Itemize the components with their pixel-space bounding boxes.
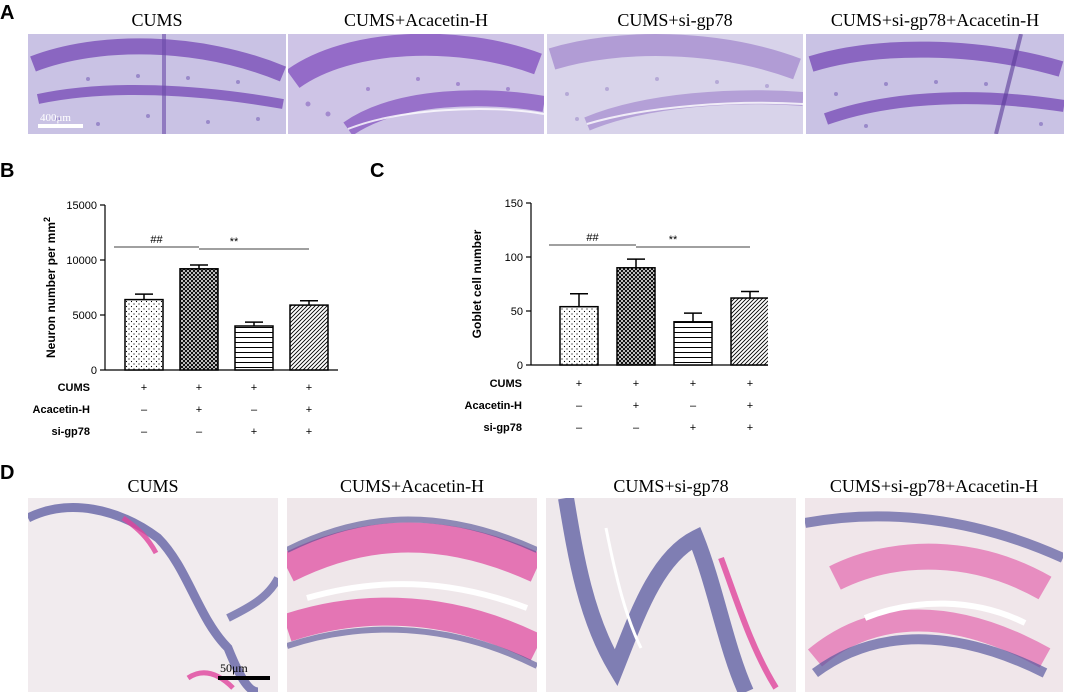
y-axis-label: Neuron number per mm2 <box>42 217 58 358</box>
condition-row-label: si-gp78 <box>51 426 90 438</box>
bar <box>234 325 274 371</box>
condition-mark: + <box>196 382 202 394</box>
condition-mark: + <box>141 382 147 394</box>
panel-d-micrograph-sigp78 <box>546 498 796 692</box>
panel-a-title-cums: CUMS <box>131 10 183 30</box>
condition-mark: – <box>141 404 148 416</box>
bar <box>559 305 599 366</box>
chart-b: 0 5000 10000 15000 Neuron number per mm2 ## **… <box>20 185 360 445</box>
bar <box>730 297 770 366</box>
panel-a-micrograph-sigp78 <box>547 34 803 134</box>
significance-label: ** <box>230 236 239 248</box>
significance-label: ## <box>586 232 599 244</box>
panel-a-micrograph-sigp78-acacetin <box>806 34 1064 134</box>
y-tick-label: 10000 <box>66 255 97 267</box>
scale-bar-label-d: 50μm <box>220 661 248 675</box>
condition-mark: – <box>251 404 258 416</box>
condition-mark: + <box>747 422 753 434</box>
bar <box>124 298 164 371</box>
condition-mark: + <box>306 426 312 438</box>
condition-mark: – <box>141 426 148 438</box>
condition-mark: + <box>306 404 312 416</box>
condition-mark: + <box>576 378 582 390</box>
condition-mark: + <box>690 378 696 390</box>
y-tick-label: 15000 <box>66 200 97 212</box>
panel-a-title-sigp78-acacetin: CUMS+si-gp78+Acacetin-H <box>830 10 1040 30</box>
y-tick-label: 0 <box>517 360 523 372</box>
panel-a-title-acacetin: CUMS+Acacetin-H <box>343 10 489 30</box>
panel-a-micrograph-cums: 400μm <box>28 34 286 134</box>
y-axis-label-sup: 2 <box>42 217 52 222</box>
condition-row-label: CUMS <box>58 382 90 394</box>
y-tick-label: 100 <box>505 252 523 264</box>
condition-mark: + <box>690 422 696 434</box>
condition-row-label: Acacetin-H <box>465 400 523 412</box>
condition-mark: + <box>633 378 639 390</box>
panel-letter-b: B <box>0 160 15 182</box>
condition-mark: + <box>306 382 312 394</box>
bar <box>673 321 713 366</box>
y-tick-label: 50 <box>511 306 523 318</box>
panel-letter-a: A <box>0 2 15 24</box>
panel-letter-d: D <box>0 462 15 484</box>
panel-d-title-acacetin: CUMS+Acacetin-H <box>339 476 485 496</box>
condition-row-label: si-gp78 <box>483 422 522 434</box>
condition-mark: + <box>747 400 753 412</box>
condition-mark: – <box>690 400 697 412</box>
condition-mark: + <box>196 404 202 416</box>
scale-bar-label-a: 400μm <box>40 112 71 124</box>
chart-c: 0 50 100 150 Goblet cell number ## ** CUMS + + + + A… <box>388 185 779 445</box>
bar <box>289 304 329 371</box>
condition-mark: – <box>576 400 583 412</box>
panel-d-title-sigp78: CUMS+si-gp78 <box>613 476 729 496</box>
panel-d-title-cums: CUMS <box>127 476 179 496</box>
condition-row-label: Acacetin-H <box>33 404 91 416</box>
significance-label: ** <box>669 234 678 246</box>
bar <box>616 267 656 366</box>
condition-row-label: CUMS <box>490 378 522 390</box>
condition-mark: + <box>633 400 639 412</box>
panel-a-micrograph-acacetin <box>288 34 544 134</box>
condition-mark: + <box>251 382 257 394</box>
condition-mark: + <box>747 378 753 390</box>
y-axis-label: Goblet cell number <box>470 229 484 338</box>
y-tick-label: 150 <box>505 198 523 210</box>
panel-d-title-sigp78-acacetin: CUMS+si-gp78+Acacetin-H <box>829 476 1039 496</box>
panel-letter-c: C <box>370 160 385 182</box>
bar <box>179 268 219 371</box>
y-tick-label: 5000 <box>73 310 97 322</box>
significance-label: ## <box>150 234 163 246</box>
condition-mark: + <box>251 426 257 438</box>
panel-d-micrograph-cums: 50μm <box>28 498 278 692</box>
panel-d-micrograph-acacetin <box>287 498 537 692</box>
panel-a-title-sigp78: CUMS+si-gp78 <box>617 10 733 30</box>
panel-d-micrograph-sigp78-acacetin <box>805 498 1063 692</box>
condition-mark: – <box>576 422 583 434</box>
y-tick-label: 0 <box>91 365 97 377</box>
condition-mark: – <box>196 426 203 438</box>
condition-mark: – <box>633 422 640 434</box>
